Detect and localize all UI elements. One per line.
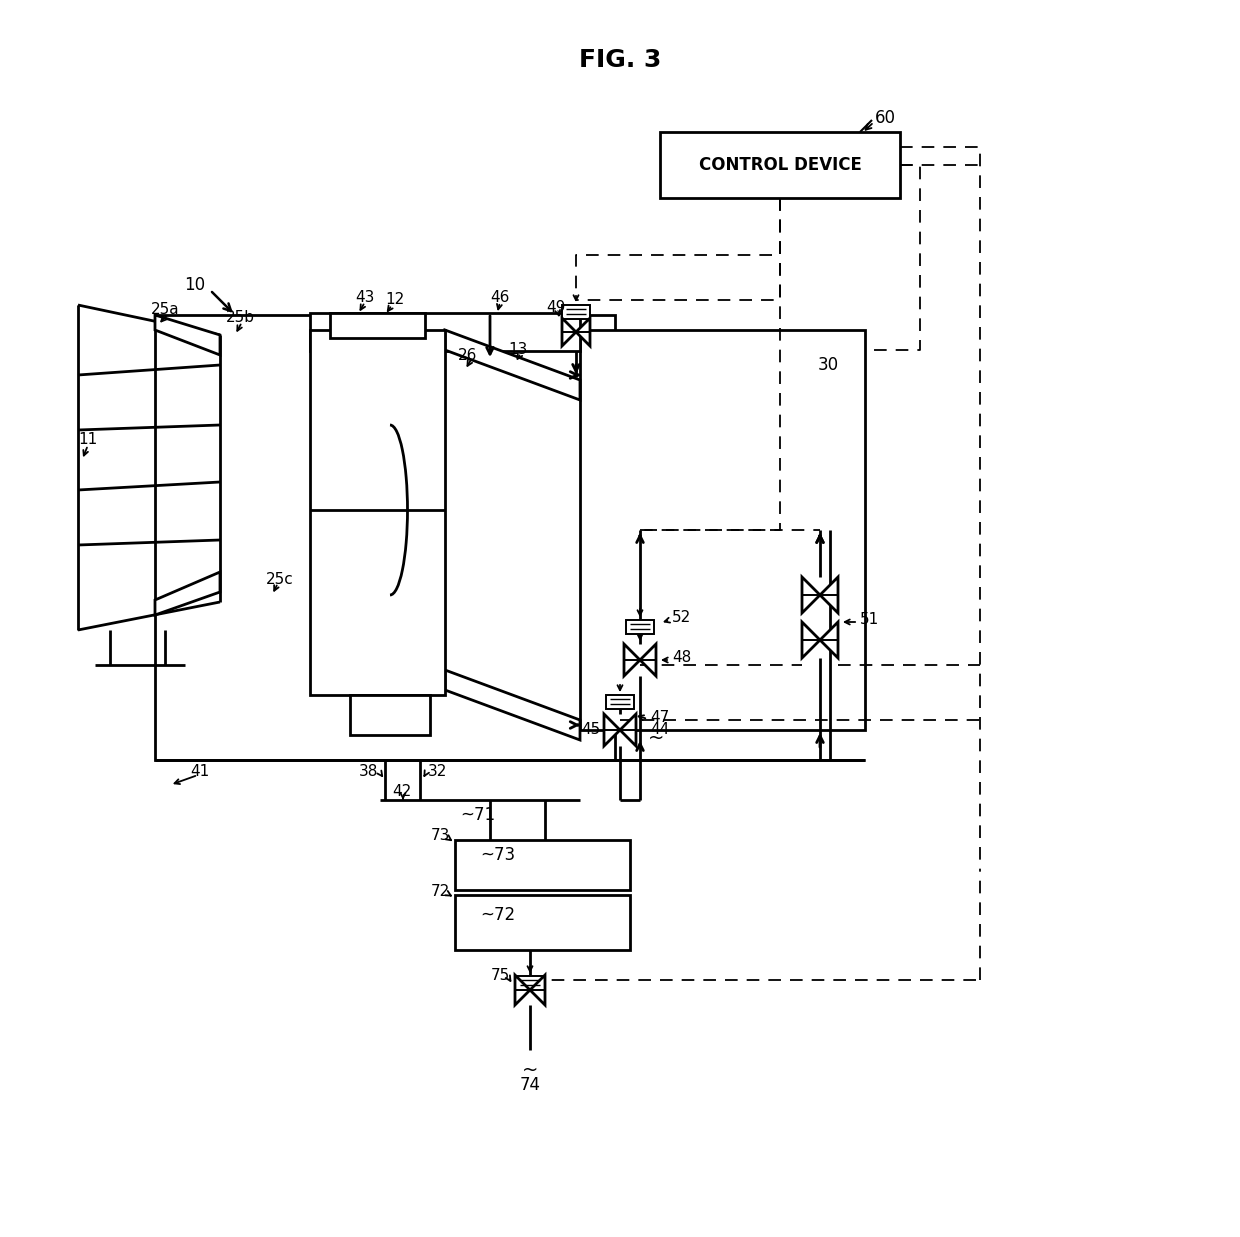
Text: 10: 10 xyxy=(185,276,206,294)
Text: 72: 72 xyxy=(430,884,450,899)
Polygon shape xyxy=(802,622,820,658)
Bar xyxy=(310,313,580,351)
Polygon shape xyxy=(562,318,577,346)
Text: 11: 11 xyxy=(78,433,98,448)
Text: 46: 46 xyxy=(490,291,510,306)
Polygon shape xyxy=(515,975,529,1004)
Text: 48: 48 xyxy=(672,651,691,666)
Bar xyxy=(562,306,590,319)
Polygon shape xyxy=(529,975,546,1004)
Text: ~73: ~73 xyxy=(480,846,515,863)
Text: 13: 13 xyxy=(508,343,528,357)
Text: 41: 41 xyxy=(191,764,210,779)
Text: ~: ~ xyxy=(522,1060,538,1080)
Polygon shape xyxy=(445,670,580,740)
Text: 45: 45 xyxy=(580,722,600,737)
Text: ~72: ~72 xyxy=(480,905,515,924)
Polygon shape xyxy=(640,644,656,675)
Polygon shape xyxy=(155,315,219,355)
Text: 52: 52 xyxy=(672,611,691,626)
Text: 60: 60 xyxy=(875,109,897,127)
Bar xyxy=(350,695,430,735)
Bar xyxy=(310,330,445,695)
Text: 44: 44 xyxy=(650,722,670,737)
Polygon shape xyxy=(620,714,636,746)
Text: 49: 49 xyxy=(547,301,565,315)
Text: 51: 51 xyxy=(861,612,879,627)
Text: 25b: 25b xyxy=(226,310,254,325)
Text: 25a: 25a xyxy=(151,303,180,318)
Bar xyxy=(330,313,425,338)
Polygon shape xyxy=(820,576,838,614)
Text: 43: 43 xyxy=(356,291,374,306)
Polygon shape xyxy=(802,576,820,614)
Polygon shape xyxy=(604,714,620,746)
Text: CONTROL DEVICE: CONTROL DEVICE xyxy=(698,156,862,174)
Text: 12: 12 xyxy=(386,292,404,308)
Text: 25c: 25c xyxy=(267,573,294,588)
Text: 47: 47 xyxy=(650,710,670,725)
Bar xyxy=(455,896,630,950)
Bar xyxy=(580,330,866,730)
Text: 73: 73 xyxy=(430,829,450,844)
Polygon shape xyxy=(445,330,580,400)
Bar xyxy=(660,132,900,198)
Bar xyxy=(155,315,615,760)
Polygon shape xyxy=(577,318,590,346)
Text: ~: ~ xyxy=(649,729,665,747)
Polygon shape xyxy=(820,622,838,658)
Text: FIG. 3: FIG. 3 xyxy=(579,48,661,72)
Text: ~71: ~71 xyxy=(460,807,495,824)
Polygon shape xyxy=(624,644,640,675)
Bar xyxy=(455,840,630,889)
Bar xyxy=(606,695,634,709)
Text: 30: 30 xyxy=(817,356,838,374)
Text: 42: 42 xyxy=(392,784,412,799)
Text: 38: 38 xyxy=(358,764,378,779)
Polygon shape xyxy=(155,571,219,615)
Bar xyxy=(626,620,653,635)
Text: 75: 75 xyxy=(491,967,510,982)
Text: 74: 74 xyxy=(520,1076,541,1094)
Bar xyxy=(516,976,544,990)
Text: 26: 26 xyxy=(459,348,477,362)
Text: 32: 32 xyxy=(428,764,448,779)
